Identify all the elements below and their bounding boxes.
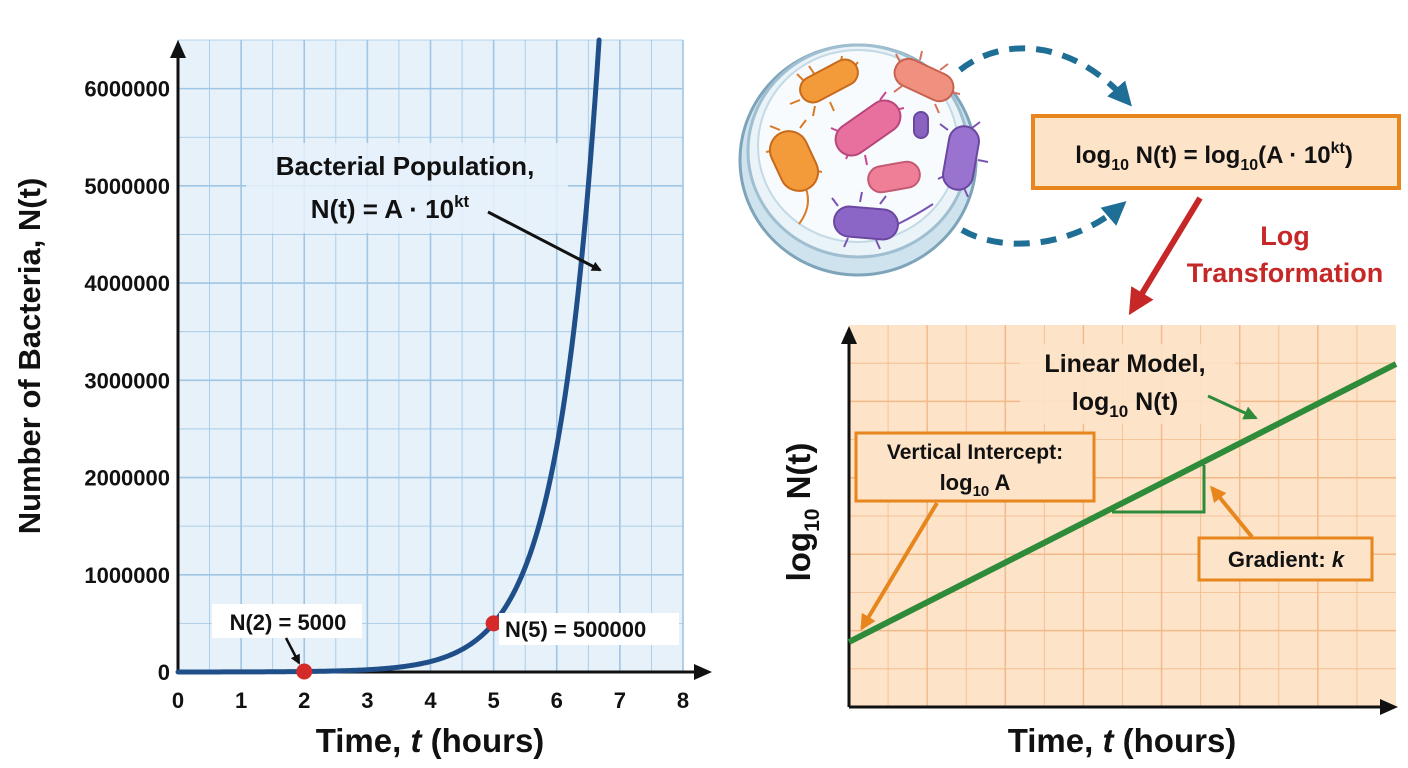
bacterium-small-purple-icon (913, 111, 929, 139)
left-y-axis-title: Number of Bacteria, N(t) (12, 178, 47, 535)
right-y-axis-title: log10 N(t) (780, 443, 824, 582)
intercept-callout-line1: Vertical Intercept: (887, 441, 1063, 464)
left-x-tick-label: 5 (488, 688, 500, 713)
data-point-marker (485, 615, 502, 632)
left-y-tick-label: 0 (158, 660, 170, 685)
left-y-tick-label: 3000000 (84, 368, 170, 393)
transformation-label-line2: Transformation (1187, 258, 1384, 288)
transformation-label-line1: Log (1260, 221, 1309, 251)
point-label-n5: N(5) = 500000 (505, 617, 646, 642)
point-label-n2-background (212, 604, 362, 638)
point-label-n2-pointer (284, 637, 301, 665)
left-x-axis-title: Time, t (hours) (316, 722, 545, 759)
curve-label-line2: N(t) = A · 10kt (311, 192, 470, 224)
gradient-callout-box (1197, 536, 1374, 582)
left-data-points (296, 615, 502, 680)
left-x-tick-label: 0 (172, 688, 184, 713)
left-x-tick-labels: 0 1 2 3 4 5 6 7 8 (172, 688, 689, 713)
left-x-tick-label: 4 (424, 688, 437, 713)
intercept-pointer (860, 501, 939, 631)
bacterium-salmon-icon (893, 50, 961, 114)
linear-model-line (847, 361, 1398, 645)
left-y-tick-label: 4000000 (84, 271, 170, 296)
left-y-tick-label: 1000000 (84, 563, 170, 588)
right-y-axis-arrow-icon (841, 326, 857, 344)
left-chart: 0 1000000 2000000 3000000 4000000 5000000 6000… (12, 37, 712, 759)
left-x-tick-label: 3 (361, 688, 373, 713)
bacterium-pink-large-icon (830, 91, 905, 166)
left-x-tick-label: 6 (551, 688, 563, 713)
gradient-pointer (1210, 485, 1254, 539)
curve-label-pointer (487, 210, 602, 272)
bacterium-orange-top-icon (789, 55, 859, 117)
bacterium-purple-bottom-icon (831, 191, 934, 250)
gradient-callout-text: Gradient: k (1228, 547, 1346, 572)
intercept-callout-line2: log10 A (940, 470, 1011, 500)
left-x-tick-label: 1 (235, 688, 247, 713)
left-y-tick-label: 5000000 (84, 174, 170, 199)
curve-label-background (246, 143, 568, 233)
right-x-axis-arrow-icon (1380, 699, 1398, 715)
petri-dish-illustration (738, 43, 989, 277)
point-label-n5-background (499, 613, 679, 645)
point-label-n2: N(2) = 5000 (230, 610, 347, 635)
gradient-triangle (1112, 465, 1206, 514)
linear-label-line2: log10 N(t) (1072, 388, 1178, 421)
bacterium-purple-right-icon (937, 121, 989, 198)
left-y-tick-labels: 0 1000000 2000000 3000000 4000000 5000000 6000… (84, 77, 170, 685)
right-x-axis-title: Time, t (hours) (1008, 722, 1237, 759)
left-x-axis-arrow-icon (694, 664, 712, 680)
log-formula-box: log10 N(t) = log10(A · 10kt) (1031, 114, 1401, 190)
bacterium-pink-small-icon (867, 160, 921, 194)
left-x-tick-label: 7 (614, 688, 626, 713)
left-x-tick-label: 2 (298, 688, 310, 713)
right-chart: log10 N(t) Time, t (hours) Linear Model,… (780, 325, 1398, 759)
linear-label-pointer (1207, 394, 1258, 420)
data-point-marker (296, 663, 313, 680)
linear-label-line1: Linear Model, (1044, 350, 1205, 378)
log-formula-text: log10 N(t) = log10(A · 10kt) (1075, 140, 1353, 174)
linear-label-background (1020, 344, 1235, 424)
left-y-tick-label: 6000000 (84, 77, 170, 102)
dish-to-formula-arrow-bottom (960, 201, 1127, 247)
left-x-tick-label: 8 (677, 688, 689, 713)
log-formula-box-frame (1031, 114, 1401, 190)
bacterium-orange-left-icon (765, 119, 823, 225)
curve-label-line1: Bacterial Population, (276, 151, 535, 181)
left-y-tick-label: 2000000 (84, 466, 170, 491)
intercept-callout-box (854, 431, 1096, 503)
log-transformation-arrow (1128, 196, 1203, 316)
left-y-axis-arrow-icon (170, 40, 186, 58)
exponential-curve (175, 37, 602, 675)
dish-to-formula-arrow-top (958, 45, 1132, 107)
